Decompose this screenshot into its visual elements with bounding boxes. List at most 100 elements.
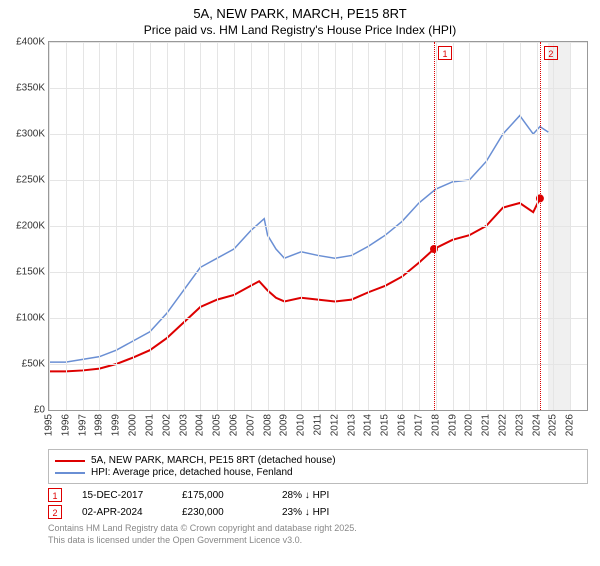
marker-price: £230,000 (182, 507, 262, 518)
gridline-v (167, 42, 168, 410)
y-tick-label: £150K (16, 267, 45, 278)
gridline-v (553, 42, 554, 410)
marker-delta: 28% ↓ HPI (282, 490, 362, 501)
x-tick-label: 2026 (565, 414, 576, 436)
gridline-v (301, 42, 302, 410)
x-tick-label: 2020 (464, 414, 475, 436)
y-tick-label: £400K (16, 37, 45, 48)
x-tick-label: 2022 (497, 414, 508, 436)
x-tick-label: 2001 (144, 414, 155, 436)
x-tick-label: 2003 (178, 414, 189, 436)
x-tick-label: 2012 (329, 414, 340, 436)
gridline-v (251, 42, 252, 410)
gridline-v (83, 42, 84, 410)
y-tick-label: £250K (16, 175, 45, 186)
y-tick-label: £50K (22, 359, 45, 370)
x-tick-label: 2013 (346, 414, 357, 436)
x-tick-label: 2018 (430, 414, 441, 436)
legend-label-1: 5A, NEW PARK, MARCH, PE15 8RT (detached … (91, 455, 336, 466)
x-tick-label: 2023 (514, 414, 525, 436)
x-tick-label: 2017 (413, 414, 424, 436)
legend-swatch-1 (55, 460, 85, 462)
gridline-v (503, 42, 504, 410)
gridline-v (385, 42, 386, 410)
gridline-v (200, 42, 201, 410)
chart-subtitle: Price paid vs. HM Land Registry's House … (0, 23, 600, 37)
x-tick-label: 1995 (44, 414, 55, 436)
x-tick-label: 2000 (128, 414, 139, 436)
x-tick-label: 2025 (548, 414, 559, 436)
x-tick-label: 2024 (531, 414, 542, 436)
x-tick-label: 2019 (447, 414, 458, 436)
footer-line-1: Contains HM Land Registry data © Crown c… (48, 523, 588, 535)
gridline-v (352, 42, 353, 410)
gridline-v (49, 42, 50, 410)
marker-price: £175,000 (182, 490, 262, 501)
series-line (49, 198, 540, 371)
marker-date: 02-APR-2024 (82, 507, 162, 518)
x-tick-label: 1996 (60, 414, 71, 436)
marker-badge: 2 (544, 46, 558, 60)
x-tick-label: 2004 (195, 414, 206, 436)
footer-line-2: This data is licensed under the Open Gov… (48, 535, 588, 547)
x-tick-label: 1998 (94, 414, 105, 436)
gridline-v (133, 42, 134, 410)
chart-title: 5A, NEW PARK, MARCH, PE15 8RT (0, 6, 600, 21)
gridline-v (284, 42, 285, 410)
marker-date: 15-DEC-2017 (82, 490, 162, 501)
marker-badge: 1 (438, 46, 452, 60)
marker-line (434, 42, 435, 410)
gridline-v (402, 42, 403, 410)
legend-label-2: HPI: Average price, detached house, Fenl… (91, 467, 293, 478)
x-tick-label: 2008 (262, 414, 273, 436)
chart-plot-area: £0£50K£100K£150K£200K£250K£300K£350K£400… (48, 41, 588, 411)
marker-badge-inline: 1 (48, 488, 62, 502)
x-tick-label: 2009 (279, 414, 290, 436)
marker-table-row: 1 15-DEC-2017 £175,000 28% ↓ HPI (48, 488, 588, 502)
footer: Contains HM Land Registry data © Crown c… (48, 523, 588, 546)
gridline-v (436, 42, 437, 410)
gridline-v (116, 42, 117, 410)
gridline-v (469, 42, 470, 410)
x-tick-label: 1997 (77, 414, 88, 436)
gridline-v (234, 42, 235, 410)
gridline-v (537, 42, 538, 410)
legend: 5A, NEW PARK, MARCH, PE15 8RT (detached … (48, 449, 588, 484)
gridline-v (570, 42, 571, 410)
gridline-v (184, 42, 185, 410)
marker-delta: 23% ↓ HPI (282, 507, 362, 518)
x-tick-label: 2016 (397, 414, 408, 436)
x-tick-label: 2002 (161, 414, 172, 436)
marker-badge-inline: 2 (48, 505, 62, 519)
gridline-v (335, 42, 336, 410)
x-tick-label: 2015 (380, 414, 391, 436)
marker-table: 1 15-DEC-2017 £175,000 28% ↓ HPI 2 02-APR-202… (48, 488, 588, 519)
legend-swatch-2 (55, 472, 85, 474)
x-tick-label: 2011 (313, 414, 324, 436)
y-tick-label: £100K (16, 313, 45, 324)
legend-item-2: HPI: Average price, detached house, Fenl… (55, 467, 581, 478)
x-tick-label: 2014 (363, 414, 374, 436)
gridline-v (520, 42, 521, 410)
gridline-v (453, 42, 454, 410)
x-tick-label: 2006 (228, 414, 239, 436)
gridline-v (66, 42, 67, 410)
x-tick-label: 2007 (245, 414, 256, 436)
gridline-v (268, 42, 269, 410)
legend-item-1: 5A, NEW PARK, MARCH, PE15 8RT (detached … (55, 455, 581, 466)
gridline-v (419, 42, 420, 410)
gridline-v (99, 42, 100, 410)
series-line (49, 116, 548, 363)
gridline-v (217, 42, 218, 410)
marker-line (540, 42, 541, 410)
x-tick-label: 2010 (296, 414, 307, 436)
gridline-v (368, 42, 369, 410)
gridline-v (318, 42, 319, 410)
gridline-v (150, 42, 151, 410)
y-tick-label: £350K (16, 83, 45, 94)
x-tick-label: 1999 (111, 414, 122, 436)
marker-table-row: 2 02-APR-2024 £230,000 23% ↓ HPI (48, 505, 588, 519)
y-tick-label: £300K (16, 129, 45, 140)
gridline-v (486, 42, 487, 410)
x-tick-label: 2005 (212, 414, 223, 436)
